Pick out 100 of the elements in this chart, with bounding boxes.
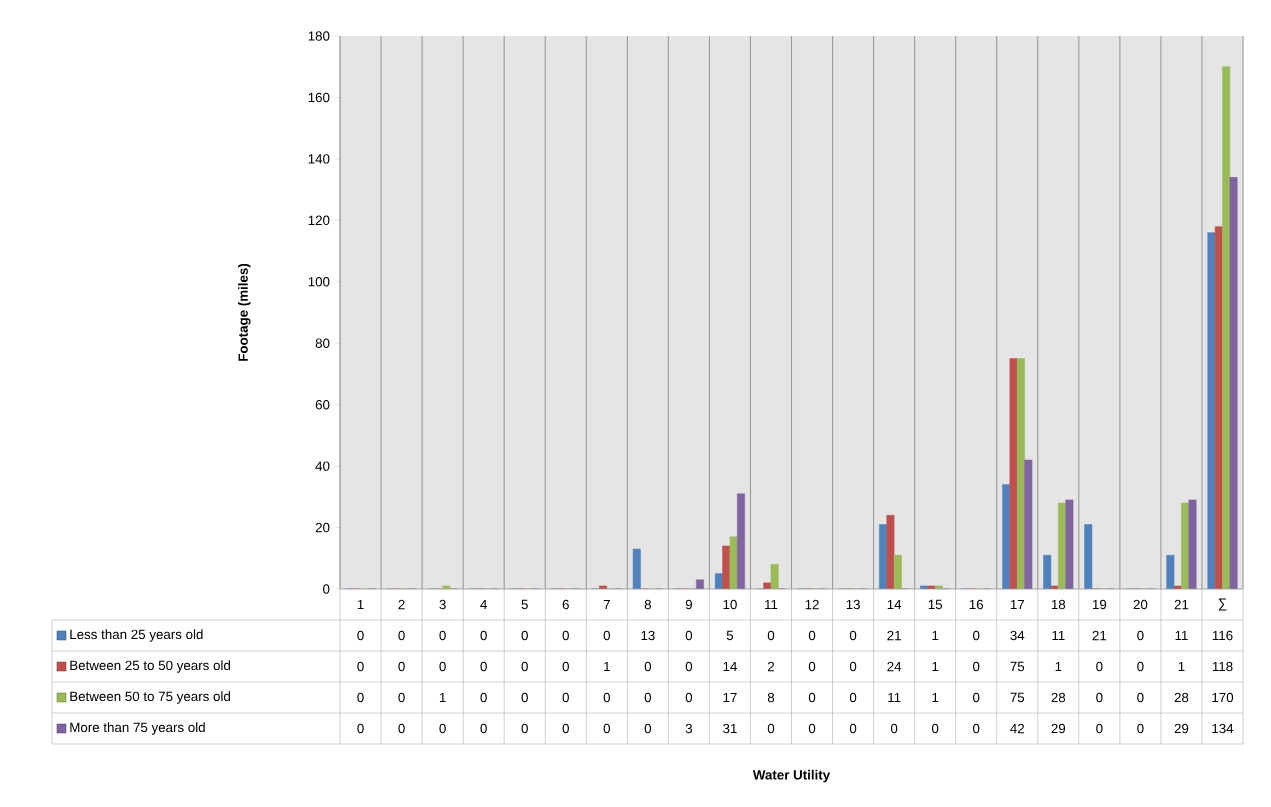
- x-tick-label: 3: [439, 599, 446, 610]
- data-label: 5: [726, 630, 734, 641]
- x-tick-label: 13: [846, 599, 860, 610]
- y-tick-label: 0: [323, 584, 330, 594]
- data-label: 1: [1178, 661, 1185, 672]
- y-tick-label: 180: [308, 31, 330, 41]
- data-label: 0: [357, 723, 364, 734]
- data-label: 1: [932, 661, 939, 672]
- y-tick-label: 40: [315, 461, 330, 471]
- data-label: 2: [767, 661, 775, 672]
- data-label: 0: [521, 630, 528, 641]
- data-label: 0: [973, 723, 980, 734]
- data-label: 0: [1096, 661, 1103, 672]
- data-label: 21: [1092, 630, 1107, 641]
- data-label: 0: [1096, 692, 1103, 703]
- data-label: 0: [398, 723, 405, 734]
- data-label: 0: [973, 661, 980, 672]
- data-label: 0: [808, 723, 816, 734]
- data-label: 0: [480, 692, 487, 703]
- x-tick-label: 12: [805, 599, 819, 610]
- data-label: 0: [603, 723, 610, 734]
- data-label: 1: [439, 692, 446, 703]
- y-tick-label: 20: [315, 522, 330, 533]
- data-label: 0: [521, 723, 528, 734]
- data-label: 0: [480, 723, 487, 734]
- data-label: 0: [644, 692, 652, 703]
- y-tick-label: 100: [308, 277, 330, 287]
- data-label: 118: [1212, 661, 1233, 672]
- data-label: 0: [1137, 692, 1144, 703]
- x-tick-label: 11: [765, 599, 778, 610]
- data-label: 17: [723, 692, 737, 703]
- data-label: 0: [1137, 630, 1144, 641]
- data-label: 34: [1010, 630, 1025, 641]
- legend-label: More than 75 years old: [70, 722, 205, 735]
- data-label: 13: [641, 630, 655, 641]
- data-label: 0: [973, 692, 980, 703]
- data-label: 0: [685, 692, 693, 703]
- data-label: 0: [357, 692, 364, 703]
- data-label: 28: [1051, 692, 1066, 703]
- data-label: 0: [1137, 723, 1144, 734]
- data-label: 0: [767, 630, 775, 641]
- data-label: 0: [521, 692, 528, 703]
- data-label: 0: [439, 630, 446, 641]
- y-tick-label: 80: [315, 338, 330, 348]
- x-tick-label: 17: [1010, 599, 1025, 610]
- x-tick-label: 6: [562, 599, 569, 610]
- x-tick-label: ∑: [1218, 598, 1227, 611]
- data-label: 0: [357, 661, 364, 672]
- data-label: 0: [849, 630, 857, 641]
- data-label: 0: [562, 692, 569, 703]
- data-label: 0: [767, 723, 775, 734]
- data-label: 8: [767, 692, 775, 703]
- data-label: 116: [1212, 630, 1233, 641]
- data-label: 0: [480, 661, 487, 672]
- data-label: 0: [644, 723, 652, 734]
- data-label: 3: [685, 723, 693, 734]
- data-label: 28: [1174, 692, 1189, 703]
- data-label: 0: [931, 723, 939, 734]
- data-label: 21: [887, 630, 901, 641]
- data-label: 0: [849, 661, 857, 672]
- x-tick-label: 8: [644, 599, 651, 610]
- y-tick-label: 120: [308, 215, 330, 226]
- data-label: 31: [723, 723, 737, 734]
- data-label: 1: [604, 661, 610, 672]
- x-tick-label: 5: [521, 599, 528, 610]
- data-label: 14: [723, 661, 737, 672]
- data-label: 0: [808, 692, 816, 703]
- data-label: 1: [1055, 661, 1062, 672]
- x-tick-label: 14: [887, 599, 902, 610]
- data-label: 0: [603, 692, 610, 703]
- data-label: 0: [685, 630, 693, 641]
- data-label: 0: [562, 630, 569, 641]
- x-tick-label: 20: [1133, 599, 1148, 610]
- data-label: 29: [1051, 723, 1066, 734]
- data-label: 0: [480, 630, 487, 641]
- data-label: 0: [562, 661, 569, 672]
- x-tick-label: 16: [969, 599, 984, 610]
- data-label: 0: [890, 723, 898, 734]
- data-label: 134: [1212, 723, 1234, 734]
- legend-label: Between 50 to 75 years old: [70, 691, 230, 704]
- data-label: 11: [1175, 630, 1188, 641]
- data-label: 75: [1010, 661, 1025, 672]
- data-label: 11: [1052, 630, 1065, 641]
- data-label: 0: [562, 723, 569, 734]
- data-label: 0: [808, 661, 816, 672]
- x-tick-label: 7: [603, 599, 610, 610]
- data-label: 42: [1010, 723, 1025, 734]
- data-label: 0: [439, 723, 446, 734]
- data-label: 0: [644, 661, 652, 672]
- x-tick-label: 21: [1174, 599, 1189, 610]
- x-tick-label: 2: [398, 599, 405, 610]
- data-label: 0: [603, 630, 610, 641]
- x-tick-label: 19: [1092, 599, 1107, 610]
- x-tick-label: 10: [723, 599, 737, 610]
- y-tick-label: 60: [315, 399, 330, 410]
- data-label: 11: [888, 692, 901, 703]
- y-tick-label: 160: [308, 92, 330, 103]
- data-label: 1: [932, 692, 939, 703]
- data-label: 0: [521, 661, 528, 672]
- x-tick-label: 1: [357, 599, 364, 610]
